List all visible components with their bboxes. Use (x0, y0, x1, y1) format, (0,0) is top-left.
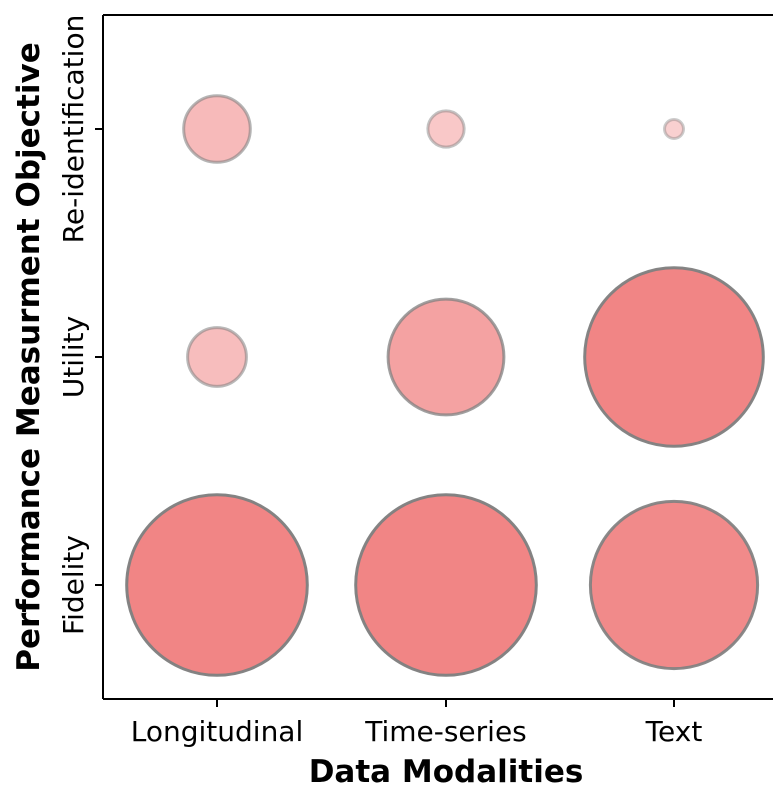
y-ticks: Fidelity Utility Re-identification (57, 15, 103, 635)
x-tick-label-text: Text (645, 715, 703, 748)
bubble-text-fidelity (588, 499, 760, 671)
x-tick-label-time-series: Time-series (364, 715, 527, 748)
bubble-longitudinal-fidelity (125, 493, 309, 677)
y-axis-title: Performance Measurment Objective (11, 42, 47, 671)
bubble-time-series-re-identification (426, 109, 466, 149)
bubble-text-utility (583, 266, 765, 448)
y-tick-label-utility: Utility (57, 316, 90, 398)
bubble-time-series-utility (386, 297, 506, 417)
bubble-longitudinal-re-identification (182, 94, 252, 164)
y-tick-label-re-identification: Re-identification (57, 15, 90, 244)
y-tick-label-fidelity: Fidelity (57, 535, 90, 635)
bubble-time-series-fidelity (354, 493, 538, 677)
x-axis-title: Data Modalities (309, 754, 584, 787)
x-ticks: Longitudinal Time-series Text (131, 699, 703, 748)
bubbles-layer (125, 94, 765, 677)
x-tick-label-longitudinal: Longitudinal (131, 715, 304, 748)
bubble-longitudinal-utility (186, 326, 248, 388)
bubble-text-re-identification (663, 118, 685, 140)
